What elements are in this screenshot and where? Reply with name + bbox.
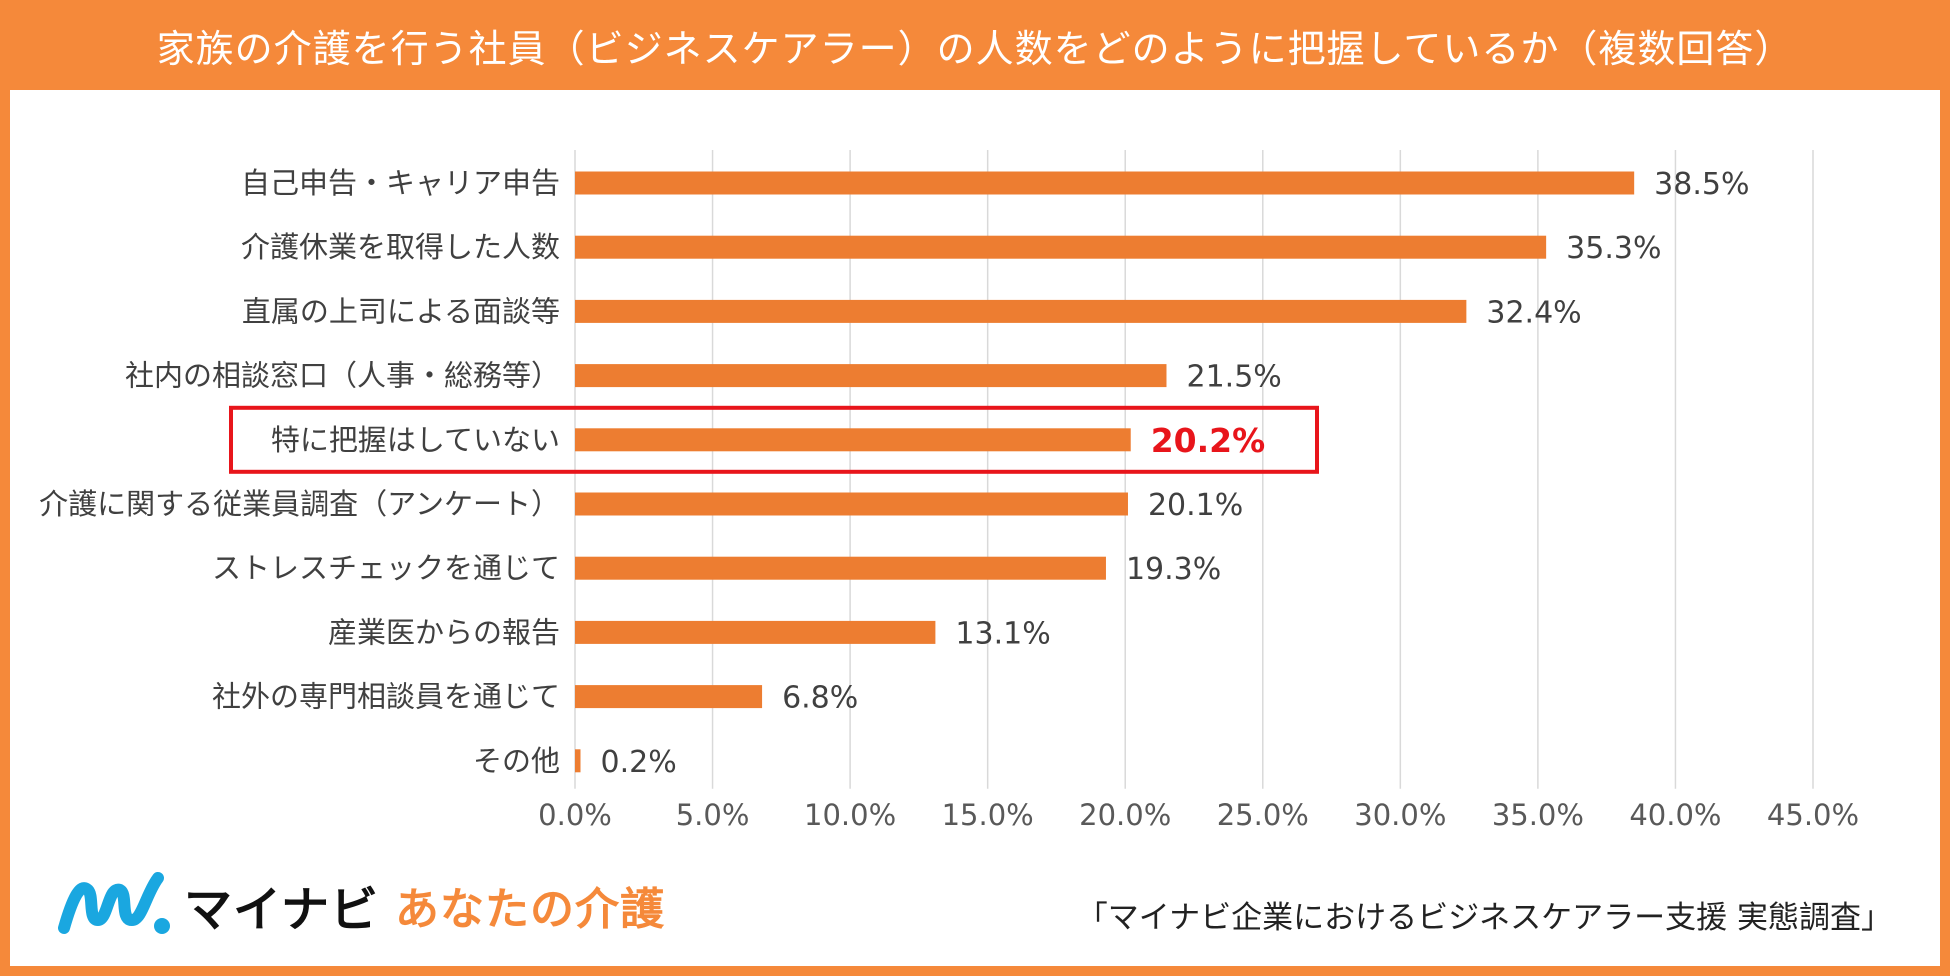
value-label: 32.4% bbox=[1486, 295, 1581, 330]
category-label: 産業医からの報告 bbox=[328, 615, 560, 649]
x-tick-label: 20.0% bbox=[1079, 798, 1171, 832]
chart-title-text: 家族の介護を行う社員（ビジネスケアラー）の人数をどのように把握しているか（複数回… bbox=[156, 26, 1794, 71]
bar bbox=[575, 620, 936, 644]
category-label: その他 bbox=[473, 744, 560, 778]
bar bbox=[575, 492, 1128, 516]
category-label: 社外の専門相談員を通じて bbox=[212, 680, 560, 714]
bar bbox=[575, 749, 581, 773]
x-tick-label: 40.0% bbox=[1629, 798, 1721, 832]
logo-name: マイナビ bbox=[184, 882, 380, 938]
x-tick-label: 10.0% bbox=[804, 798, 896, 832]
bar bbox=[575, 685, 763, 709]
x-tick-label: 35.0% bbox=[1492, 798, 1584, 832]
value-label: 20.2% bbox=[1151, 421, 1266, 460]
bar-chart: 0.0% 5.0% 10.0% 15.0% 20.0% 25.0% 30.0% 35.0% 40… bbox=[39, 150, 1859, 832]
bar bbox=[575, 428, 1131, 452]
category-label: 自己申告・キャリア申告 bbox=[241, 166, 560, 200]
value-label: 0.2% bbox=[601, 745, 677, 780]
x-tick-label: 30.0% bbox=[1354, 798, 1446, 832]
value-label: 6.8% bbox=[782, 681, 858, 716]
bar bbox=[575, 171, 1635, 195]
logo-subtitle: あなたの介護 bbox=[395, 884, 666, 935]
category-label: 社内の相談窓口（人事・総務等） bbox=[125, 359, 560, 393]
bar bbox=[575, 299, 1467, 323]
x-tick-label: 45.0% bbox=[1767, 798, 1859, 832]
bar bbox=[575, 556, 1106, 580]
x-tick-label: 5.0% bbox=[676, 798, 750, 832]
value-label: 38.5% bbox=[1654, 167, 1749, 202]
x-tick-label: 0.0% bbox=[538, 798, 612, 832]
bar bbox=[575, 364, 1167, 388]
source-note: 「マイナビ企業におけるビジネスケアラー支援 実態調査」 bbox=[1076, 900, 1892, 936]
value-label: 35.3% bbox=[1566, 231, 1661, 266]
category-label: 特に把握はしていない bbox=[271, 423, 560, 457]
highlight-box bbox=[229, 405, 1319, 474]
mynavi-logo-icon bbox=[58, 872, 170, 934]
category-label: 介護に関する従業員調査（アンケート） bbox=[39, 487, 560, 521]
category-label: 介護休業を取得した人数 bbox=[241, 230, 560, 264]
mynavi-logo: マイナビ あなたの介護 bbox=[58, 870, 665, 940]
bar bbox=[575, 235, 1547, 259]
value-label: 19.3% bbox=[1126, 552, 1221, 587]
x-tick-label: 15.0% bbox=[942, 798, 1034, 832]
value-label: 21.5% bbox=[1186, 360, 1281, 395]
category-label: 直属の上司による面談等 bbox=[242, 294, 560, 328]
value-label: 20.1% bbox=[1148, 488, 1243, 523]
chart-panel: 0.0% 5.0% 10.0% 15.0% 20.0% 25.0% 30.0% 35.0% 40… bbox=[10, 90, 1940, 966]
category-label: ストレスチェックを通じて bbox=[212, 551, 560, 585]
value-label: 13.1% bbox=[955, 616, 1050, 651]
chart-title: 家族の介護を行う社員（ビジネスケアラー）の人数をどのように把握しているか（複数回… bbox=[0, 0, 1950, 90]
x-tick-label: 25.0% bbox=[1217, 798, 1309, 832]
